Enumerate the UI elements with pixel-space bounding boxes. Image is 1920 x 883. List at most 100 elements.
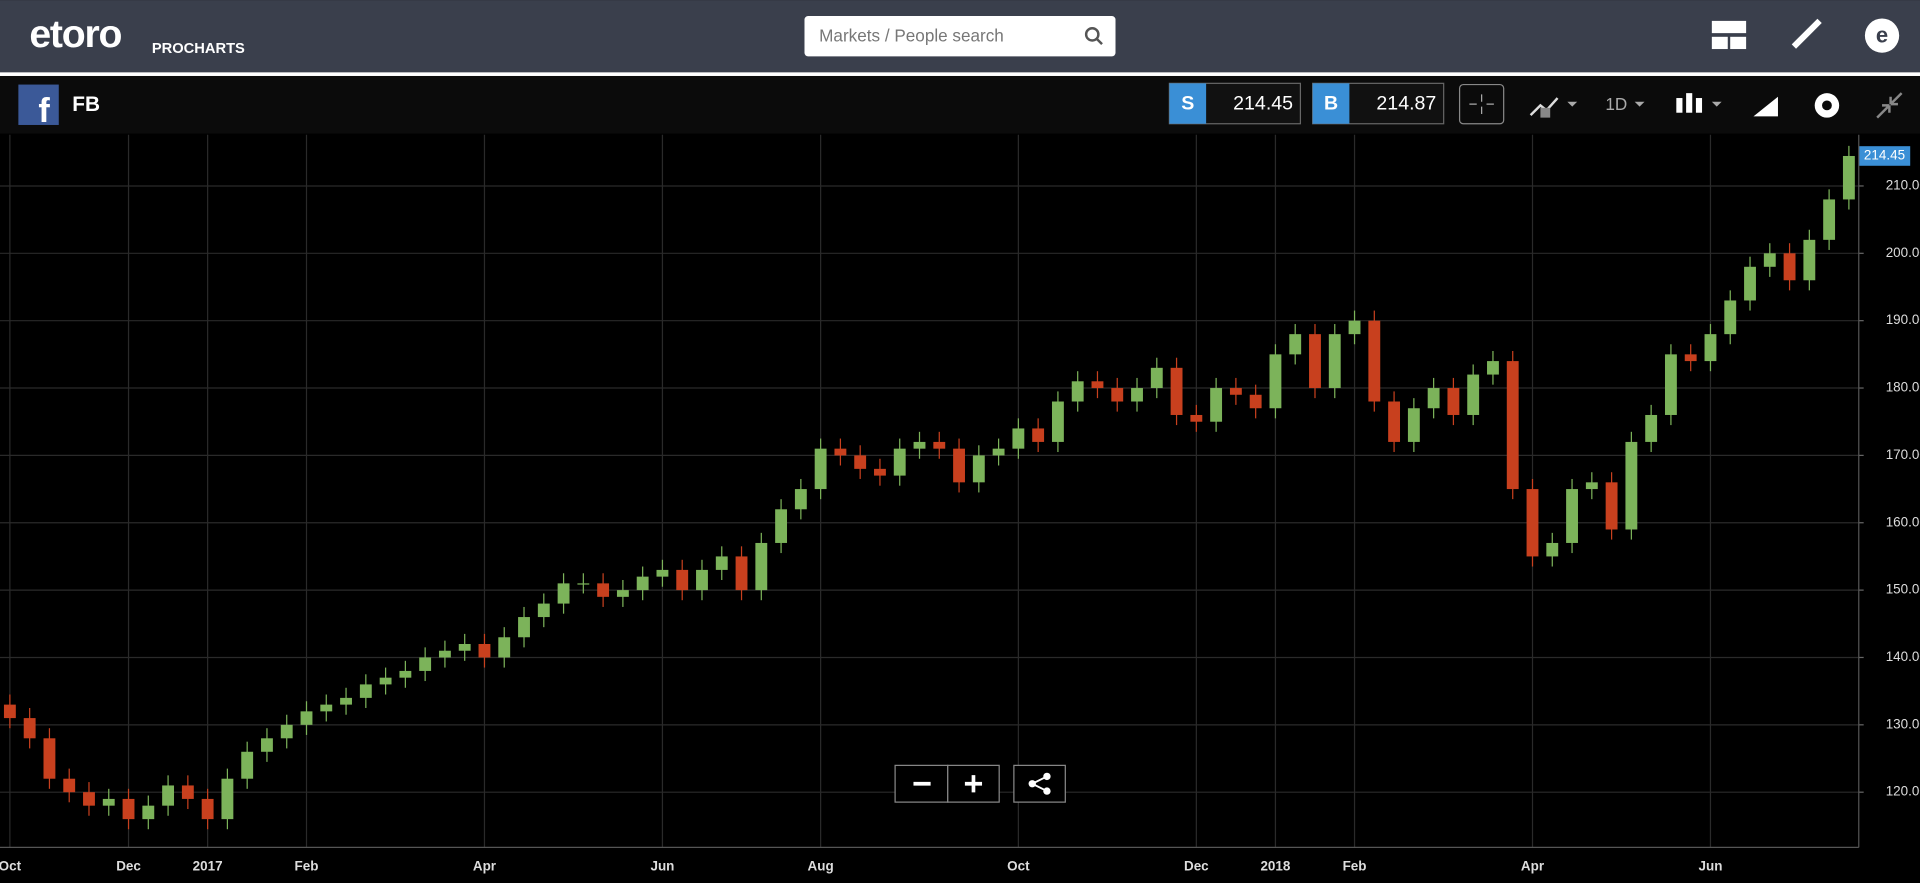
- sell-price: 214.45: [1233, 92, 1293, 114]
- candle-body: [102, 798, 115, 806]
- candle-body: [340, 697, 352, 705]
- candle-body: [1111, 388, 1124, 402]
- interval-caret: [1634, 101, 1645, 107]
- candle-body: [577, 583, 590, 585]
- symbol-icon: [18, 84, 59, 125]
- candle-body: [1150, 367, 1163, 389]
- candle-body: [597, 583, 610, 597]
- last-price-label: 214.45: [1864, 148, 1905, 163]
- candle-body: [1783, 253, 1796, 281]
- candle-body: [735, 556, 748, 591]
- candle-body: [854, 455, 867, 469]
- candle-body: [1842, 155, 1855, 200]
- sell-label: S: [1181, 92, 1194, 114]
- chart-type-button[interactable]: [1676, 93, 1722, 113]
- buy-label: B: [1324, 92, 1338, 114]
- candle-body: [498, 637, 511, 658]
- collapse-button[interactable]: [1876, 92, 1903, 119]
- logo[interactable]: etoro: [29, 13, 122, 56]
- candle-body: [715, 556, 728, 570]
- candle-body: [458, 643, 471, 651]
- plot: 120.00 130.00 140.00 150.00 160.00 170.00 180.…: [0, 134, 1920, 874]
- candle-body: [1170, 367, 1183, 415]
- x-tick-label: Dec: [1184, 859, 1209, 874]
- candle-body: [300, 711, 313, 725]
- candle-body: [1051, 401, 1064, 442]
- search-icon[interactable]: [1084, 27, 1103, 46]
- x-tick-label: Jun: [650, 859, 674, 874]
- search-box[interactable]: [804, 15, 1116, 57]
- zoom-in-button[interactable]: [947, 764, 1000, 803]
- candle-body: [1823, 199, 1836, 240]
- y-tick-label: 200.00: [1886, 245, 1920, 260]
- search-placeholder: Markets / People search: [819, 25, 1004, 45]
- symbol: FB: [72, 93, 100, 116]
- candle-body: [636, 576, 649, 591]
- candle-body: [1645, 414, 1658, 442]
- candle-body: [1803, 239, 1816, 281]
- x-tick-label: Apr: [1521, 859, 1545, 874]
- share-button[interactable]: [1013, 764, 1066, 803]
- candle-body: [1269, 354, 1282, 409]
- y-tick-label: 170.00: [1886, 447, 1920, 462]
- candle-body: [1546, 542, 1559, 557]
- y-tick-label: 130.00: [1886, 716, 1920, 731]
- candle-body: [142, 805, 155, 820]
- x-tick-label: Aug: [808, 859, 834, 874]
- buy-tag: [1312, 83, 1350, 124]
- candle-body: [1309, 334, 1321, 389]
- crosshair-button[interactable]: [1458, 83, 1505, 125]
- candle-body: [1348, 320, 1361, 335]
- settings-button[interactable]: [1814, 93, 1840, 118]
- candle-body: [201, 798, 214, 820]
- candle-body: [1427, 388, 1440, 409]
- candle-body: [1487, 361, 1499, 375]
- candle-body: [1210, 388, 1223, 422]
- edit-icon[interactable]: [1791, 18, 1822, 49]
- candle-body: [1091, 381, 1104, 389]
- candle-body: [616, 590, 629, 597]
- candle-body: [972, 455, 985, 483]
- product-name: PROCHARTS: [152, 41, 245, 57]
- candle-body: [1605, 482, 1618, 530]
- candle-body: [1506, 361, 1519, 490]
- interval[interactable]: 1D: [1605, 94, 1627, 114]
- toolbar: [0, 75, 1920, 134]
- x-tick-label: Oct: [1007, 859, 1030, 874]
- y-tick-label: 190.00: [1886, 312, 1920, 327]
- candle-body: [23, 718, 36, 739]
- x-tick-label: Oct: [0, 859, 22, 874]
- candle-body: [43, 738, 56, 779]
- y-tick-label: 210.00: [1886, 178, 1920, 193]
- candle-body: [913, 441, 926, 449]
- y-tick-label: 120.00: [1886, 784, 1920, 799]
- candle-body: [1249, 394, 1262, 409]
- x-tick-label: 2017: [193, 859, 223, 874]
- candle-body: [63, 778, 76, 793]
- x-tick-label: Apr: [473, 859, 497, 874]
- candle-body: [1368, 320, 1381, 402]
- candle-body: [834, 448, 847, 456]
- candle-body: [874, 468, 886, 476]
- candle-body: [122, 798, 135, 820]
- candle-body: [1012, 428, 1025, 449]
- candle-body: [1585, 482, 1598, 490]
- x-tick-label: Feb: [1343, 859, 1367, 874]
- candle-body: [399, 670, 412, 678]
- candle-body: [1032, 428, 1045, 442]
- profile-icon[interactable]: e: [1864, 18, 1900, 53]
- candle-body: [478, 643, 491, 658]
- indicators-button[interactable]: [1529, 97, 1578, 118]
- layout-icon[interactable]: [1711, 20, 1747, 50]
- candle-body: [1190, 414, 1203, 422]
- zoom-out-button[interactable]: [894, 764, 949, 803]
- candle-body: [992, 448, 1005, 456]
- last-price-tag: [1858, 146, 1911, 166]
- candle-body: [893, 448, 906, 476]
- candle-body: [814, 448, 827, 490]
- candle-body: [696, 569, 708, 591]
- y-tick-label: 140.00: [1886, 649, 1920, 664]
- candle-body: [261, 738, 273, 752]
- candle-body: [933, 441, 946, 449]
